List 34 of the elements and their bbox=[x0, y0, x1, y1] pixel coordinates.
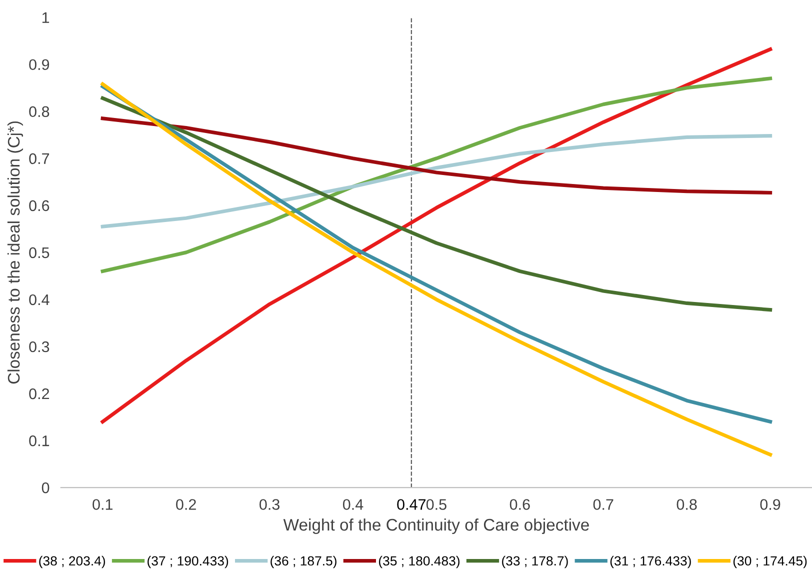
x-tick-label: 0.2 bbox=[176, 499, 196, 510]
y-tick-label: 0 bbox=[42, 482, 50, 494]
x-tick-label: 0.9 bbox=[760, 499, 780, 510]
x-tick-label: 0.3 bbox=[260, 499, 280, 510]
legend-label: (36 ; 187.5) bbox=[270, 556, 336, 568]
legend-label: (38 ; 203.4) bbox=[39, 556, 106, 568]
y-tick-label: 0.6 bbox=[29, 200, 50, 212]
y-tick-label: 0.2 bbox=[29, 388, 50, 400]
y-tick-label: 0.1 bbox=[29, 435, 50, 446]
y-tick-label: 0.9 bbox=[29, 59, 50, 70]
x-tick-label: 0.1 bbox=[92, 499, 112, 510]
legend-label: (30 ; 174.45) bbox=[733, 556, 807, 568]
x-tick-label: 0.7 bbox=[593, 499, 614, 510]
legend-label: (31 ; 176.433) bbox=[610, 556, 691, 568]
x-axis-title: Weight of the Continuity of Care objective bbox=[283, 518, 589, 534]
y-tick-label: 0.8 bbox=[29, 106, 50, 118]
legend-label: (35 ; 180.483) bbox=[378, 556, 460, 568]
legend-label: (33 ; 178.7) bbox=[502, 556, 568, 568]
line-series bbox=[100, 116, 772, 195]
legend-label: (37 ; 190.433) bbox=[148, 556, 228, 568]
x-tick-label: 0.4 bbox=[342, 499, 364, 510]
y-tick-label: 0.5 bbox=[29, 247, 50, 258]
y-tick-label: 1 bbox=[42, 12, 50, 23]
x-tick-label: 0.8 bbox=[676, 499, 697, 510]
y-tick-label: 0.4 bbox=[29, 294, 50, 306]
line-series bbox=[100, 134, 772, 228]
line-series bbox=[100, 96, 772, 312]
y-tick-label: 0.3 bbox=[29, 341, 50, 352]
y-tick-label: 0.7 bbox=[29, 153, 50, 164]
x-tick-label: 0.6 bbox=[510, 499, 530, 510]
x-tick-label: 0.5 bbox=[426, 499, 446, 510]
line-series bbox=[100, 76, 772, 274]
y-axis-title: Closeness to the ideal solution (Cj*) bbox=[7, 121, 23, 384]
ref-line-label: 0.47 bbox=[397, 499, 426, 510]
